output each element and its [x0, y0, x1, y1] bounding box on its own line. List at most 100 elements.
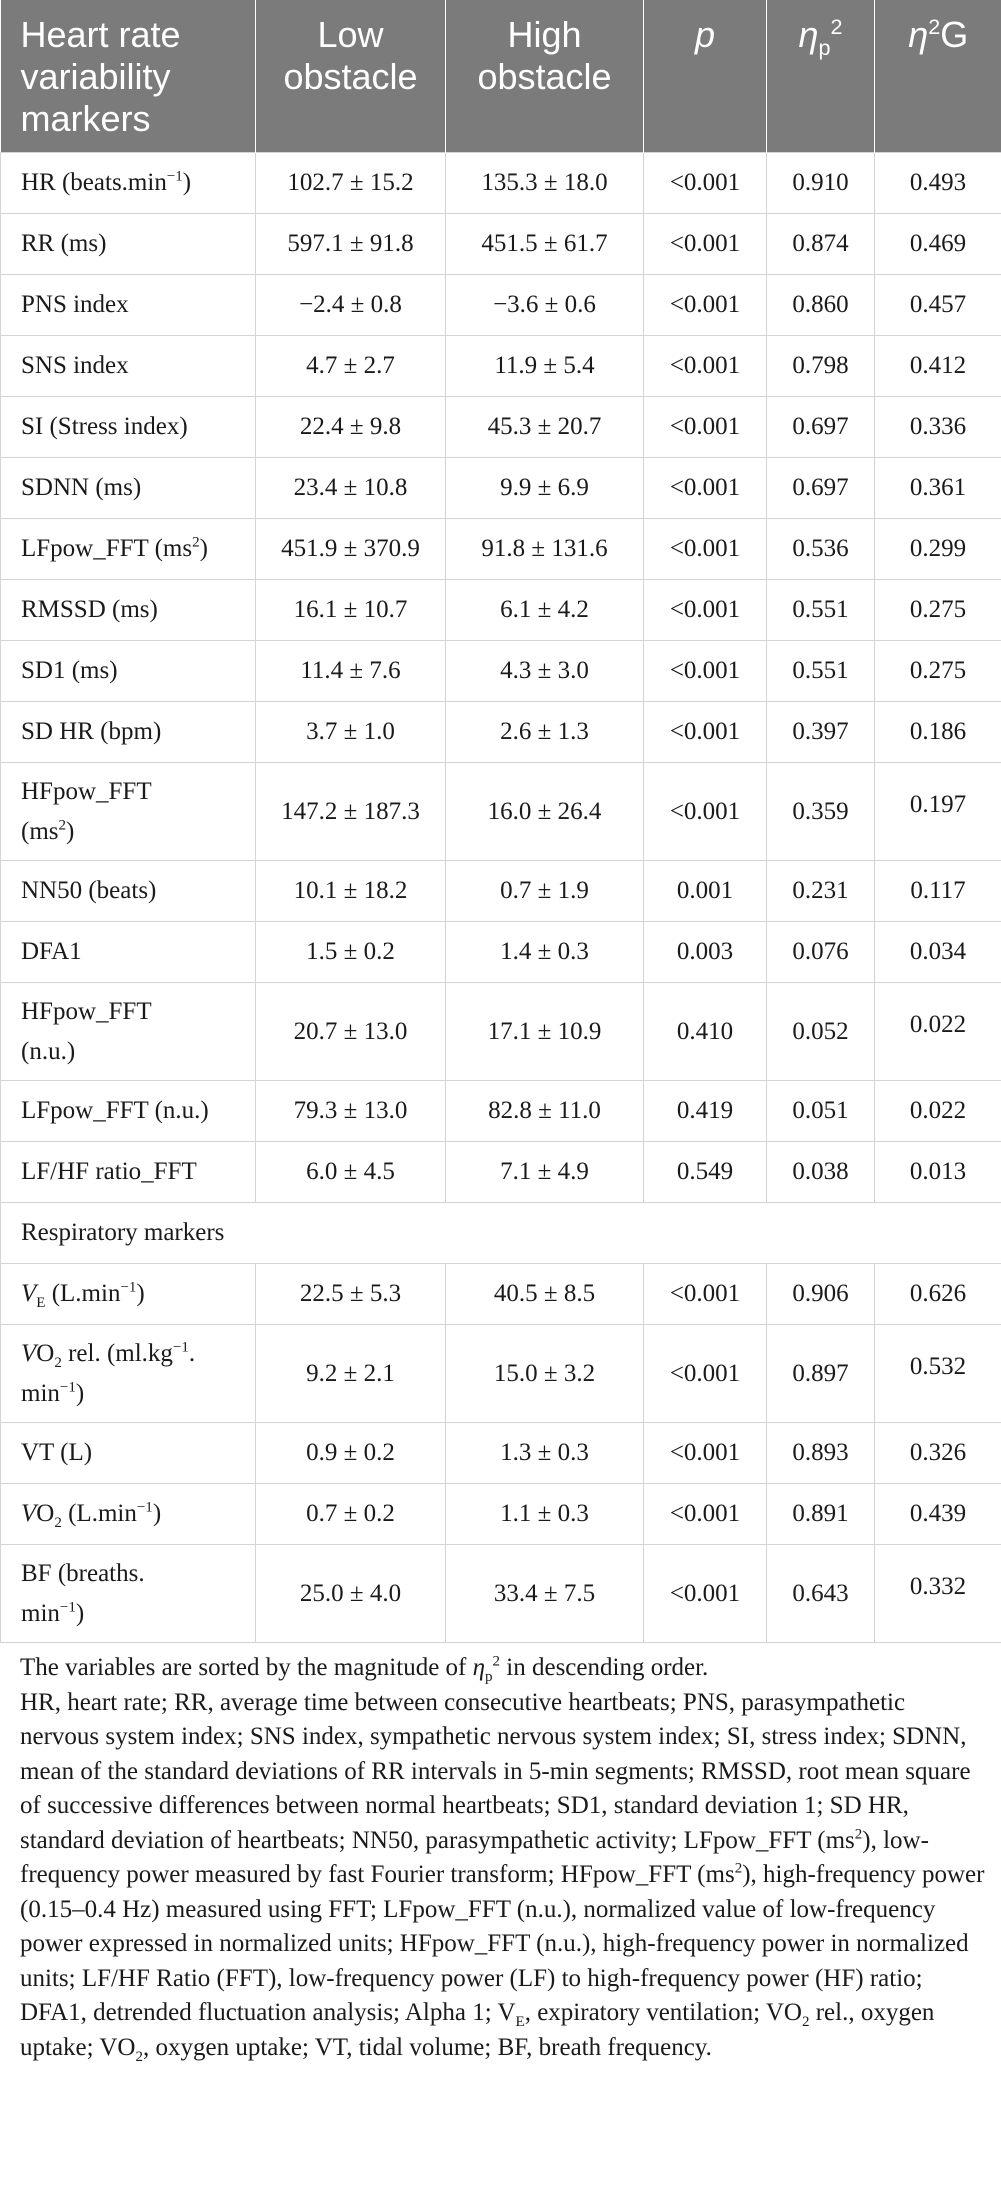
- table-row: HFpow_FFT (n.u.) 20.7 ± 13.0 17.1 ± 10.9 …: [0, 982, 1001, 1081]
- cell-eta-g: 0.493: [874, 152, 1001, 214]
- row-label: SD1 (ms): [0, 640, 256, 702]
- cell-low: 147.2 ± 187.3: [255, 762, 446, 861]
- section-label: Respiratory markers: [0, 1202, 1001, 1264]
- cell-high: 2.6 ± 1.3: [445, 701, 644, 763]
- cell-high: 91.8 ± 131.6: [445, 518, 644, 580]
- table-row: VT (L) 0.9 ± 0.2 1.3 ± 0.3 <0.001 0.893 …: [0, 1422, 1001, 1484]
- table-row: RR (ms) 597.1 ± 91.8 451.5 ± 61.7 <0.001…: [0, 213, 1001, 275]
- row-label: VE (L.min−1): [0, 1263, 256, 1325]
- cell-low: 23.4 ± 10.8: [255, 457, 446, 519]
- cell-high: −3.6 ± 0.6: [445, 274, 644, 336]
- cell-eta-p2: 0.860: [766, 274, 875, 336]
- row-label: BF (breaths. min−1): [0, 1544, 256, 1643]
- cell-eta-g: 0.457: [874, 274, 1001, 336]
- cell-low: 9.2 ± 2.1: [255, 1324, 446, 1423]
- header-low-obstacle: Low obstacle: [255, 0, 446, 153]
- cell-eta-g: 0.034: [874, 921, 1001, 983]
- table-row: HFpow_FFT (ms2) 147.2 ± 187.3 16.0 ± 26.4…: [0, 762, 1001, 861]
- cell-p: <0.001: [643, 518, 767, 580]
- cell-eta-g: 0.326: [874, 1422, 1001, 1484]
- cell-high: 0.7 ± 1.9: [445, 860, 644, 922]
- cell-eta-g: 0.532: [874, 1324, 1001, 1423]
- cell-eta-g: 0.299: [874, 518, 1001, 580]
- cell-eta-p2: 0.798: [766, 335, 875, 397]
- row-label: SNS index: [0, 335, 256, 397]
- cell-high: 40.5 ± 8.5: [445, 1263, 644, 1325]
- footnote-sort-order: The variables are sorted by the magnitud…: [20, 1653, 709, 1685]
- table-row: NN50 (beats) 10.1 ± 18.2 0.7 ± 1.9 0.001…: [0, 860, 1001, 922]
- table-row: DFA1 1.5 ± 0.2 1.4 ± 0.3 0.003 0.076 0.0…: [0, 921, 1001, 983]
- table-row: SNS index 4.7 ± 2.7 11.9 ± 5.4 <0.001 0.…: [0, 335, 1001, 397]
- cell-high: 82.8 ± 11.0: [445, 1080, 644, 1142]
- cell-eta-g: 0.013: [874, 1141, 1001, 1203]
- cell-p: <0.001: [643, 457, 767, 519]
- cell-low: 597.1 ± 91.8: [255, 213, 446, 275]
- cell-eta-p2: 0.906: [766, 1263, 875, 1325]
- cell-eta-p2: 0.551: [766, 579, 875, 641]
- cell-eta-g: 0.197: [874, 762, 1001, 861]
- cell-low: 0.7 ± 0.2: [255, 1483, 446, 1545]
- row-label: RR (ms): [0, 213, 256, 275]
- cell-eta-g: 0.332: [874, 1544, 1001, 1643]
- cell-high: 1.1 ± 0.3: [445, 1483, 644, 1545]
- row-label: SD HR (bpm): [0, 701, 256, 763]
- table-row: SDNN (ms) 23.4 ± 10.8 9.9 ± 6.9 <0.001 0…: [0, 457, 1001, 519]
- cell-eta-p2: 0.874: [766, 213, 875, 275]
- cell-p: <0.001: [643, 335, 767, 397]
- cell-p: <0.001: [643, 1483, 767, 1545]
- cell-eta-p2: 0.231: [766, 860, 875, 922]
- cell-eta-p2: 0.697: [766, 396, 875, 458]
- results-table: Heart rate variability markers Low obsta…: [0, 0, 1001, 1643]
- row-label: VO2 rel. (ml.kg−1. min−1): [0, 1324, 256, 1423]
- cell-p: 0.001: [643, 860, 767, 922]
- header-eta-p2: ηp2: [766, 0, 875, 153]
- cell-eta-p2: 0.076: [766, 921, 875, 983]
- cell-p: <0.001: [643, 640, 767, 702]
- row-label: LFpow_FFT (ms2): [0, 518, 256, 580]
- table-header: Heart rate variability markers Low obsta…: [0, 0, 1001, 153]
- cell-high: 17.1 ± 10.9: [445, 982, 644, 1081]
- cell-low: 20.7 ± 13.0: [255, 982, 446, 1081]
- cell-low: −2.4 ± 0.8: [255, 274, 446, 336]
- cell-low: 6.0 ± 4.5: [255, 1141, 446, 1203]
- row-label: SDNN (ms): [0, 457, 256, 519]
- header-p: p: [643, 0, 767, 153]
- cell-p: <0.001: [643, 762, 767, 861]
- row-label: LF/HF ratio_FFT: [0, 1141, 256, 1203]
- cell-high: 7.1 ± 4.9: [445, 1141, 644, 1203]
- table-row: PNS index −2.4 ± 0.8 −3.6 ± 0.6 <0.001 0…: [0, 274, 1001, 336]
- cell-p: <0.001: [643, 1544, 767, 1643]
- cell-high: 15.0 ± 3.2: [445, 1324, 644, 1423]
- cell-high: 135.3 ± 18.0: [445, 152, 644, 214]
- cell-eta-p2: 0.052: [766, 982, 875, 1081]
- table-container: Heart rate variability markers Low obsta…: [0, 0, 1001, 2064]
- cell-high: 45.3 ± 20.7: [445, 396, 644, 458]
- header-markers: Heart rate variability markers: [0, 0, 256, 153]
- cell-p: <0.001: [643, 213, 767, 275]
- cell-eta-g: 0.469: [874, 213, 1001, 275]
- cell-high: 1.3 ± 0.3: [445, 1422, 644, 1484]
- row-label: VT (L): [0, 1422, 256, 1484]
- cell-eta-g: 0.439: [874, 1483, 1001, 1545]
- cell-eta-p2: 0.397: [766, 701, 875, 763]
- cell-low: 22.4 ± 9.8: [255, 396, 446, 458]
- cell-high: 16.0 ± 26.4: [445, 762, 644, 861]
- cell-eta-p2: 0.038: [766, 1141, 875, 1203]
- cell-eta-p2: 0.697: [766, 457, 875, 519]
- cell-high: 33.4 ± 7.5: [445, 1544, 644, 1643]
- table-row: HR (beats.min−1) 102.7 ± 15.2 135.3 ± 18…: [0, 152, 1001, 214]
- cell-eta-p2: 0.910: [766, 152, 875, 214]
- row-label: HFpow_FFT (n.u.): [0, 982, 256, 1081]
- table-row: BF (breaths. min−1) 25.0 ± 4.0 33.4 ± 7.5…: [0, 1544, 1001, 1643]
- cell-low: 22.5 ± 5.3: [255, 1263, 446, 1325]
- header-high-obstacle: High obstacle: [445, 0, 644, 153]
- section-row: Respiratory markers: [0, 1202, 1001, 1264]
- cell-eta-p2: 0.893: [766, 1422, 875, 1484]
- cell-eta-g: 0.022: [874, 1080, 1001, 1142]
- table-body: HR (beats.min−1) 102.7 ± 15.2 135.3 ± 18…: [0, 152, 1001, 1643]
- cell-low: 0.9 ± 0.2: [255, 1422, 446, 1484]
- cell-p: <0.001: [643, 579, 767, 641]
- cell-low: 1.5 ± 0.2: [255, 921, 446, 983]
- row-label: DFA1: [0, 921, 256, 983]
- cell-p: <0.001: [643, 1263, 767, 1325]
